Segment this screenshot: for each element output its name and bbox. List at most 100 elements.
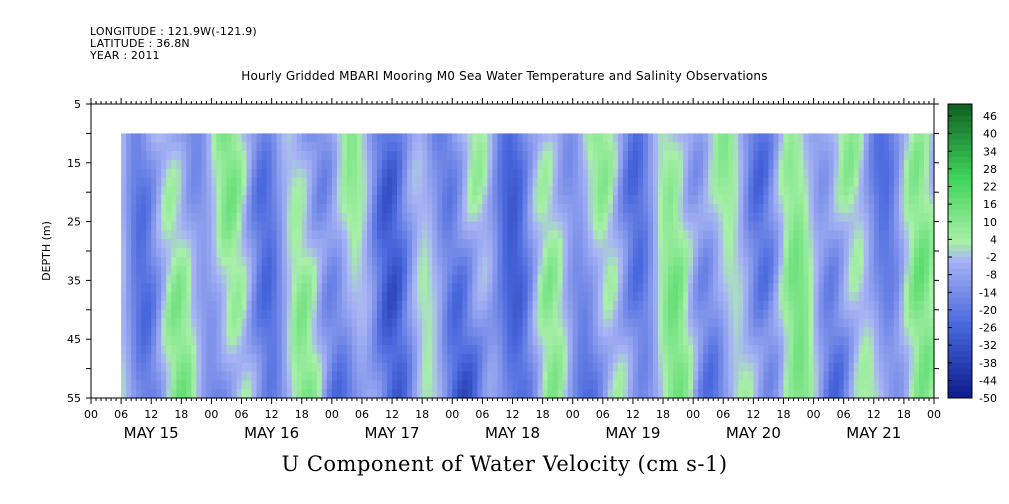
heatmap-cell	[216, 389, 223, 399]
heatmap-cell	[392, 380, 398, 390]
heatmap-cell	[562, 221, 569, 232]
heatmap-cell	[683, 300, 689, 311]
heatmap-cell	[888, 159, 895, 170]
heatmap-cell	[918, 380, 925, 390]
heatmap-cell	[597, 380, 604, 390]
heatmap-cell	[738, 212, 744, 223]
heatmap-cell	[156, 265, 162, 276]
heatmap-cell	[512, 265, 519, 276]
heatmap-cell	[131, 133, 137, 143]
heatmap-cell	[497, 159, 504, 170]
heatmap-cell	[557, 345, 564, 355]
heatmap-cell	[898, 230, 905, 240]
heatmap-cell	[773, 142, 780, 152]
heatmap-cell	[321, 292, 328, 302]
heatmap-cell	[678, 248, 684, 258]
heatmap-cell	[853, 371, 860, 381]
heatmap-cell	[622, 389, 629, 399]
heatmap-cell	[642, 133, 649, 143]
heatmap-cell	[808, 195, 815, 205]
heatmap-cell	[703, 186, 709, 196]
heatmap-cell	[196, 142, 202, 152]
heatmap-cell	[838, 221, 845, 232]
heatmap-cell	[201, 142, 208, 152]
heatmap-cell	[873, 292, 880, 302]
heatmap-cell	[753, 389, 759, 399]
heatmap-cell	[507, 248, 514, 258]
heatmap-cell	[131, 274, 137, 284]
heatmap-cell	[678, 221, 684, 232]
heatmap-cell	[537, 327, 544, 337]
heatmap-cell	[602, 371, 609, 381]
heatmap-cell	[412, 362, 418, 373]
heatmap-cell	[783, 256, 790, 267]
heatmap-cell	[517, 327, 524, 337]
heatmap-cell	[141, 380, 147, 390]
heatmap-cell	[412, 168, 418, 179]
heatmap-cell	[382, 195, 388, 205]
heatmap-cell	[803, 159, 810, 170]
heatmap-cell	[281, 292, 288, 302]
heatmap-cell	[467, 168, 473, 179]
heatmap-cell	[331, 142, 338, 152]
heatmap-cell	[231, 371, 238, 381]
heatmap-cell	[818, 221, 825, 232]
heatmap-cell	[913, 230, 920, 240]
heatmap-cell	[171, 230, 177, 240]
heatmap-cell	[813, 168, 820, 179]
heatmap-cell	[778, 274, 785, 284]
heatmap-cell	[823, 371, 830, 381]
heatmap-cell	[467, 151, 473, 161]
heatmap-cell	[346, 353, 353, 364]
heatmap-cell	[492, 248, 499, 258]
heatmap-cell	[412, 292, 418, 302]
heatmap-cell	[532, 274, 539, 284]
heatmap-cell	[251, 159, 258, 170]
heatmap-cell	[146, 265, 152, 276]
heatmap-cell	[156, 195, 162, 205]
heatmap-cell	[211, 318, 218, 329]
heatmap-cell	[316, 389, 323, 399]
heatmap-cell	[246, 371, 253, 381]
heatmap-cell	[346, 168, 353, 179]
heatmap-cell	[462, 283, 468, 293]
heatmap-cell	[653, 336, 659, 346]
heatmap-cell	[131, 380, 137, 390]
heatmap-cell	[206, 177, 213, 187]
heatmap-cell	[813, 371, 820, 381]
heatmap-cell	[522, 142, 529, 152]
heatmap-cell	[632, 195, 639, 205]
heatmap-cell	[683, 195, 689, 205]
heatmap-cell	[151, 195, 157, 205]
heatmap-cell	[226, 239, 233, 249]
heatmap-cell	[482, 239, 489, 249]
heatmap-cell	[281, 283, 288, 293]
heatmap-cell	[688, 292, 694, 302]
heatmap-cell	[743, 230, 749, 240]
heatmap-cell	[417, 309, 423, 320]
heatmap-cell	[693, 133, 699, 143]
heatmap-cell	[612, 212, 619, 223]
heatmap-cell	[773, 318, 780, 329]
heatmap-cell	[236, 380, 243, 390]
heatmap-cell	[221, 274, 228, 284]
heatmap-cell	[261, 221, 268, 232]
heatmap-cell	[522, 186, 529, 196]
heatmap-cell	[713, 336, 719, 346]
heatmap-cell	[562, 195, 569, 205]
heatmap-cell	[507, 283, 514, 293]
heatmap-cell	[763, 133, 770, 143]
heatmap-cell	[597, 186, 604, 196]
heatmap-cell	[512, 327, 519, 337]
heatmap-cell	[673, 195, 679, 205]
heatmap-cell	[136, 265, 142, 276]
heatmap-cell	[808, 221, 815, 232]
heatmap-cell	[286, 221, 293, 232]
heatmap-cell	[653, 212, 659, 223]
heatmap-cell	[642, 283, 649, 293]
heatmap-cell	[537, 283, 544, 293]
heatmap-cell	[527, 292, 534, 302]
heatmap-cell	[236, 389, 243, 399]
heatmap-cell	[326, 239, 333, 249]
heatmap-cell	[587, 177, 594, 187]
